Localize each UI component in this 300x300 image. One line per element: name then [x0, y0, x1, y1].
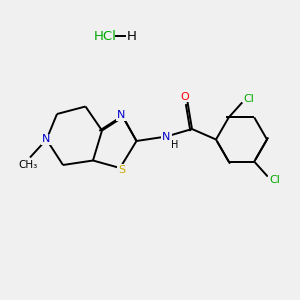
Text: H: H: [127, 29, 136, 43]
Text: CH₃: CH₃: [18, 160, 38, 170]
Text: S: S: [118, 165, 125, 175]
Text: H: H: [171, 140, 178, 150]
Text: Cl: Cl: [243, 94, 254, 104]
Text: N: N: [162, 131, 171, 142]
Text: Cl: Cl: [269, 175, 280, 185]
Text: HCl: HCl: [94, 29, 116, 43]
Text: O: O: [180, 92, 189, 102]
Text: N: N: [42, 134, 51, 145]
Text: N: N: [117, 110, 126, 120]
